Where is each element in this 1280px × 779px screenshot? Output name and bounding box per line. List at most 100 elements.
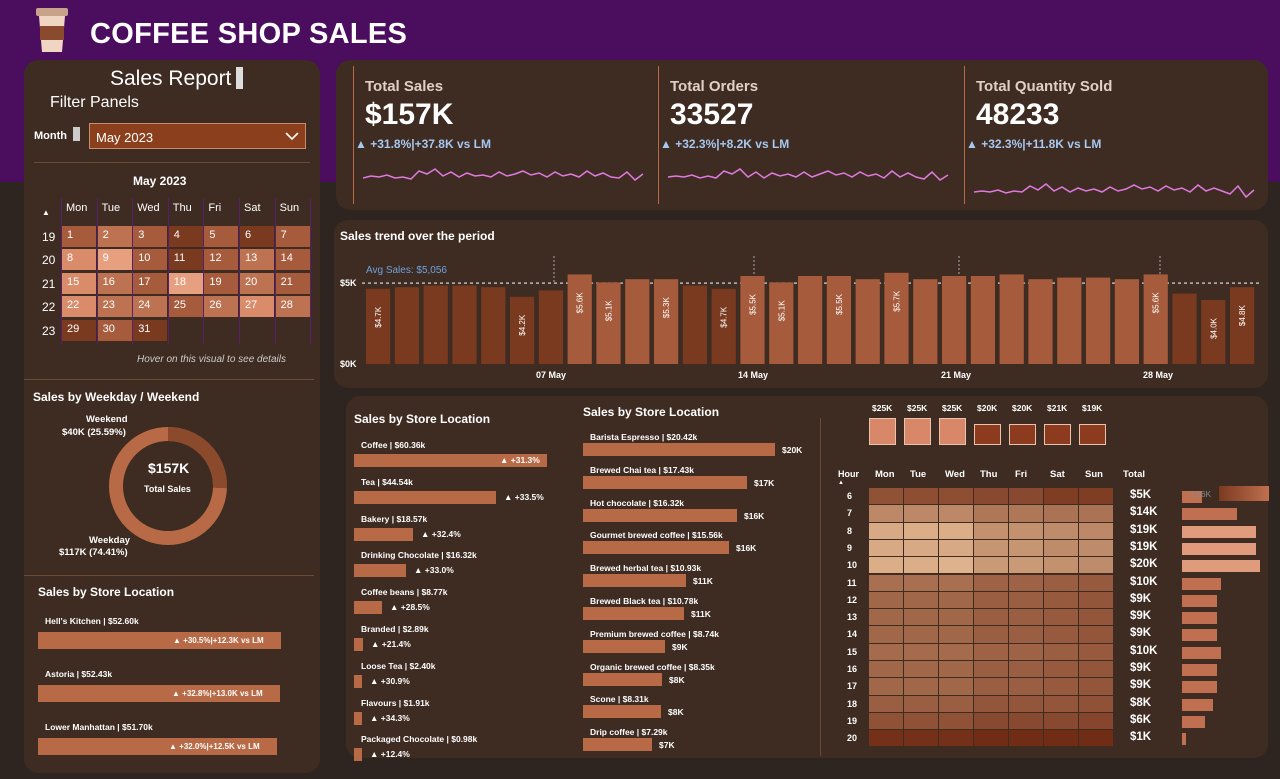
heatmap-cell[interactable] <box>1079 626 1113 643</box>
trend-bar[interactable] <box>1172 293 1197 364</box>
hour-total-bar[interactable] <box>1182 542 1256 555</box>
heatmap-cell[interactable] <box>974 574 1008 591</box>
heatmap-cell[interactable] <box>904 661 938 678</box>
trend-bar[interactable] <box>625 279 650 364</box>
trend-bar[interactable] <box>510 296 535 364</box>
trend-bar[interactable] <box>913 279 938 364</box>
category-bar[interactable] <box>354 564 406 578</box>
trend-bar[interactable] <box>1057 277 1082 364</box>
heatmap-cell[interactable] <box>904 626 938 643</box>
trend-bar[interactable] <box>538 290 563 364</box>
trend-bar[interactable] <box>1086 277 1111 364</box>
hour-total-bar[interactable] <box>1182 508 1237 521</box>
hour-total-bar[interactable] <box>1182 491 1202 503</box>
calendar-day-cell[interactable]: 13 <box>240 249 274 271</box>
trend-bar[interactable] <box>394 287 419 364</box>
kpi-sparkline[interactable] <box>974 180 1264 204</box>
heatmap-cell[interactable] <box>1009 661 1043 678</box>
heatmap-cell[interactable] <box>904 557 938 574</box>
calendar-day-cell[interactable]: 24 <box>133 296 168 318</box>
heatmap-cell[interactable] <box>869 488 903 505</box>
sort-up-icon[interactable]: ▲ <box>42 208 50 217</box>
category-bar[interactable] <box>354 490 496 504</box>
calendar-day-cell[interactable]: 12 <box>204 249 239 271</box>
heatmap-cell[interactable] <box>1009 488 1043 505</box>
calendar-day-cell[interactable]: 29 <box>62 319 96 341</box>
heatmap-cell[interactable] <box>869 730 903 747</box>
heatmap-cell[interactable] <box>869 626 903 643</box>
calendar-day-cell[interactable]: 16 <box>97 272 132 294</box>
heatmap-cell[interactable] <box>1009 574 1043 591</box>
category-bar[interactable] <box>354 527 413 541</box>
store-bar[interactable] <box>38 685 280 702</box>
product-bar[interactable] <box>583 475 747 489</box>
heatmap-cell[interactable] <box>1079 695 1113 712</box>
heatmap-cell[interactable] <box>974 557 1008 574</box>
heatmap-cell[interactable] <box>1044 730 1078 747</box>
trend-bar[interactable] <box>682 285 707 364</box>
calendar-day-cell[interactable]: 22 <box>62 296 96 318</box>
trend-bar[interactable] <box>884 272 909 364</box>
calendar-day-cell[interactable]: 9 <box>97 249 132 271</box>
kpi-sparkline[interactable] <box>668 168 958 192</box>
product-bar[interactable] <box>583 541 729 555</box>
heatmap-cell[interactable] <box>904 643 938 660</box>
heatmap-cell[interactable] <box>1044 557 1078 574</box>
heatmap-cell[interactable] <box>939 522 973 539</box>
trend-bar[interactable] <box>481 287 506 364</box>
store-bar[interactable] <box>38 738 277 755</box>
calendar-day-cell[interactable]: 25 <box>168 296 203 318</box>
heatmap-cell[interactable] <box>1009 730 1043 747</box>
calendar-day-cell[interactable]: 5 <box>204 226 239 247</box>
heatmap-cell[interactable] <box>974 695 1008 712</box>
heatmap-cell[interactable] <box>1044 539 1078 557</box>
heatmap-cell[interactable] <box>939 643 973 660</box>
heatmap-cell[interactable] <box>974 661 1008 678</box>
hour-total-bar[interactable] <box>1182 681 1217 694</box>
heatmap-cell[interactable] <box>869 522 903 539</box>
hour-total-bar[interactable] <box>1182 560 1260 573</box>
hour-total-bar[interactable] <box>1182 577 1221 590</box>
heatmap-cell[interactable] <box>904 695 938 712</box>
calendar-day-cell[interactable]: 21 <box>275 272 310 294</box>
heatmap-cell[interactable] <box>1079 505 1113 522</box>
heatmap-cell[interactable] <box>974 505 1008 522</box>
heatmap-cell[interactable] <box>869 609 903 626</box>
heatmap-cell[interactable] <box>1044 609 1078 626</box>
heatmap-cell[interactable] <box>939 591 973 609</box>
heatmap-cell[interactable] <box>869 539 903 557</box>
heatmap-cell[interactable] <box>1079 539 1113 557</box>
heatmap-cell[interactable] <box>1044 678 1078 695</box>
trend-bar[interactable] <box>970 276 995 364</box>
heatmap-cell[interactable] <box>974 643 1008 660</box>
heatmap-cell[interactable] <box>939 557 973 574</box>
heatmap-cell[interactable] <box>904 505 938 522</box>
heatmap-cell[interactable] <box>1044 591 1078 609</box>
trend-bar[interactable] <box>999 274 1024 364</box>
heatmap-cell[interactable] <box>1079 678 1113 695</box>
heatmap-cell[interactable] <box>1044 626 1078 643</box>
heatmap-cell[interactable] <box>904 730 938 747</box>
heatmap-cell[interactable] <box>939 661 973 678</box>
product-bar[interactable] <box>583 639 665 653</box>
category-bar[interactable] <box>354 638 363 651</box>
heatmap-cell[interactable] <box>1044 574 1078 591</box>
trend-bar[interactable] <box>855 279 880 364</box>
product-bar[interactable] <box>583 443 775 456</box>
heatmap-cell[interactable] <box>974 712 1008 730</box>
trend-bar[interactable] <box>740 276 765 364</box>
product-bar[interactable] <box>583 574 686 588</box>
trend-bar[interactable] <box>567 274 592 364</box>
heatmap-cell[interactable] <box>1009 609 1043 626</box>
hour-total-bar[interactable] <box>1182 733 1186 746</box>
sort-up-icon[interactable]: ▲ <box>838 480 844 486</box>
trend-bar[interactable] <box>1114 279 1139 364</box>
heatmap-cell[interactable] <box>1009 557 1043 574</box>
category-bar[interactable] <box>354 601 382 615</box>
heatmap-cell[interactable] <box>939 695 973 712</box>
filter-toggle-icon[interactable] <box>236 67 243 89</box>
calendar-day-cell[interactable]: 20 <box>240 272 274 294</box>
calendar-day-cell[interactable]: 6 <box>240 226 274 247</box>
heatmap-cell[interactable] <box>1044 488 1078 505</box>
category-bar[interactable] <box>354 454 547 467</box>
